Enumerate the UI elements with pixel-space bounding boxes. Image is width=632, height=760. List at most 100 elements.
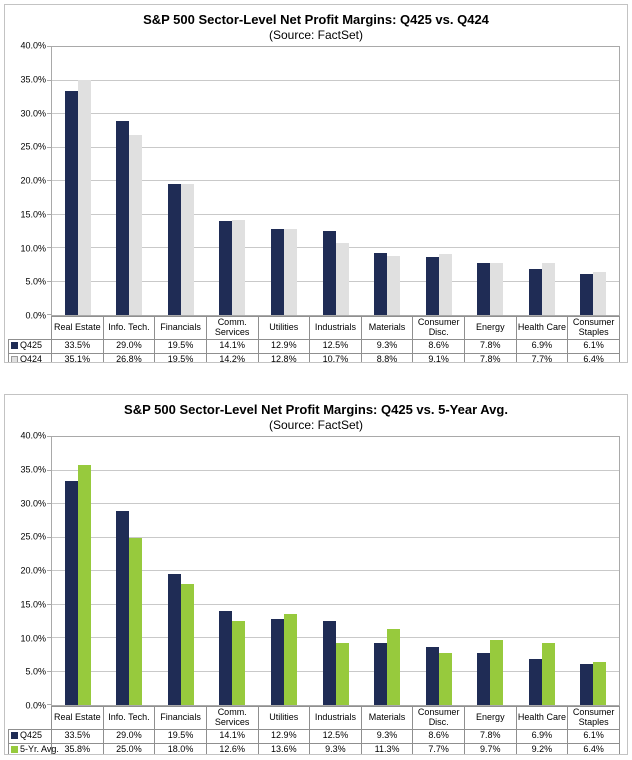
value-cell: 12.9% <box>257 728 311 744</box>
bar-group <box>207 47 259 315</box>
value-cell: 29.0% <box>102 338 156 354</box>
value-cell: 13.6% <box>257 742 311 754</box>
plot-area <box>47 436 620 706</box>
value-cell: 12.6% <box>205 742 259 754</box>
bar-q424 <box>335 243 349 315</box>
y-axis-tick <box>47 213 52 215</box>
gridline <box>52 570 619 571</box>
bar-q424 <box>490 262 504 315</box>
y-axis-tick <box>47 469 52 471</box>
y-axis-label: 35.0% <box>20 464 46 475</box>
bar-q425 <box>528 658 542 705</box>
value-cell: 9.2% <box>515 742 569 754</box>
y-axis-tick <box>47 670 52 672</box>
value-cell: 6.4% <box>567 742 620 754</box>
y-axis-label: 25.0% <box>20 531 46 542</box>
bar-group <box>258 47 310 315</box>
bar-group <box>413 47 465 315</box>
value-cell: 9.7% <box>464 742 517 754</box>
y-axis-tick <box>47 637 52 638</box>
value-cell: 11.3% <box>360 742 414 754</box>
bar-q424 <box>283 229 297 315</box>
category-header-row: Real Estate Info. Tech. Financials Comm. Se… <box>8 706 620 730</box>
bar-q425 <box>64 480 78 705</box>
bar-group <box>413 437 465 705</box>
y-axis-label: 5.0% <box>25 666 46 677</box>
bar-group <box>104 47 156 315</box>
series-name: Q424 <box>20 354 43 363</box>
bar-group <box>567 47 619 315</box>
category-header: Financials <box>154 706 207 730</box>
y-axis-tick <box>47 79 52 81</box>
value-cell: 9.1% <box>412 352 465 362</box>
plot-wrapper: 0.0% 5.0% 10.0% 15.0% 20.0% 25.0% 30.0% 35.0% 40… <box>8 431 620 710</box>
bar-q425 <box>477 652 491 705</box>
bar-5-yr-avg- <box>180 584 194 705</box>
value-cell: 14.2% <box>205 352 259 362</box>
y-axis-tick <box>47 280 52 282</box>
chart-title: S&P 500 Sector-Level Net Profit Margins:… <box>124 402 508 417</box>
bar-group <box>52 47 104 315</box>
y-axis-tick <box>47 704 52 705</box>
y-axis-label: 15.0% <box>20 599 46 610</box>
bar-q425 <box>425 647 439 705</box>
bar-q424 <box>387 256 401 315</box>
value-cell: 14.1% <box>205 338 259 354</box>
category-header: Real Estate <box>51 316 104 340</box>
bar-q425 <box>580 274 594 315</box>
bar-q425 <box>374 252 388 315</box>
bar-5-yr-avg- <box>232 620 246 705</box>
bar-q425 <box>116 510 130 705</box>
series-label-cell: Q424 <box>8 352 52 363</box>
bar-5-yr-avg- <box>541 643 555 705</box>
bar-q425 <box>270 228 284 315</box>
bar-q425 <box>580 664 594 705</box>
plot-area <box>47 46 620 316</box>
chart-title: S&P 500 Sector-Level Net Profit Margins:… <box>143 12 489 27</box>
value-cell: 9.3% <box>309 742 362 754</box>
gridline <box>52 469 619 471</box>
y-axis-label: 30.0% <box>20 498 46 508</box>
y-axis-tick <box>47 314 52 315</box>
bar-group <box>567 437 619 705</box>
bar-group <box>361 47 413 315</box>
category-header: Health Care <box>515 706 569 730</box>
value-cell: 9.3% <box>360 338 414 354</box>
value-cell: 7.7% <box>412 742 465 754</box>
value-cell: 26.8% <box>102 352 156 362</box>
chart-q425-vs-5yr-avg: S&P 500 Sector-Level Net Profit Margins:… <box>4 394 628 755</box>
y-axis-tick <box>47 503 52 504</box>
bar-q425 <box>64 90 78 315</box>
legend-swatch <box>11 342 18 350</box>
value-cell: 12.9% <box>257 338 311 354</box>
legend-swatch <box>11 732 18 740</box>
category-header: Consumer Disc. <box>412 316 465 340</box>
bar-q425 <box>425 257 439 315</box>
value-cell: 6.4% <box>567 352 620 362</box>
y-axis-label: 0.0% <box>25 310 46 321</box>
plot-wrapper: 0.0% 5.0% 10.0% 15.0% 20.0% 25.0% 30.0% 35.0% 40… <box>8 41 620 320</box>
bar-5-yr-avg- <box>335 642 349 705</box>
bar-5-yr-avg- <box>438 653 452 705</box>
bar-q424 <box>77 79 91 315</box>
category-header: Industrials <box>309 316 362 340</box>
category-header: Materials <box>360 706 414 730</box>
bar-group <box>310 437 362 705</box>
value-cell: 33.5% <box>51 728 104 744</box>
category-header: Energy <box>464 706 517 730</box>
bars-layer <box>52 47 619 315</box>
series-name: Q425 <box>20 730 43 741</box>
category-header: Utilities <box>257 316 311 340</box>
value-cell: 8.6% <box>412 338 465 354</box>
value-cell: 6.1% <box>567 728 620 744</box>
value-cell: 35.8% <box>51 742 104 754</box>
chart-subtitle: (Source: FactSet) <box>268 418 364 432</box>
value-cell: 8.6% <box>412 728 465 744</box>
bar-group <box>464 47 516 315</box>
category-header: Consumer Staples <box>567 316 620 340</box>
bar-q424 <box>180 184 194 315</box>
y-axis-tick <box>47 113 52 114</box>
bar-5-yr-avg- <box>129 537 143 705</box>
y-axis-tick <box>47 603 52 605</box>
